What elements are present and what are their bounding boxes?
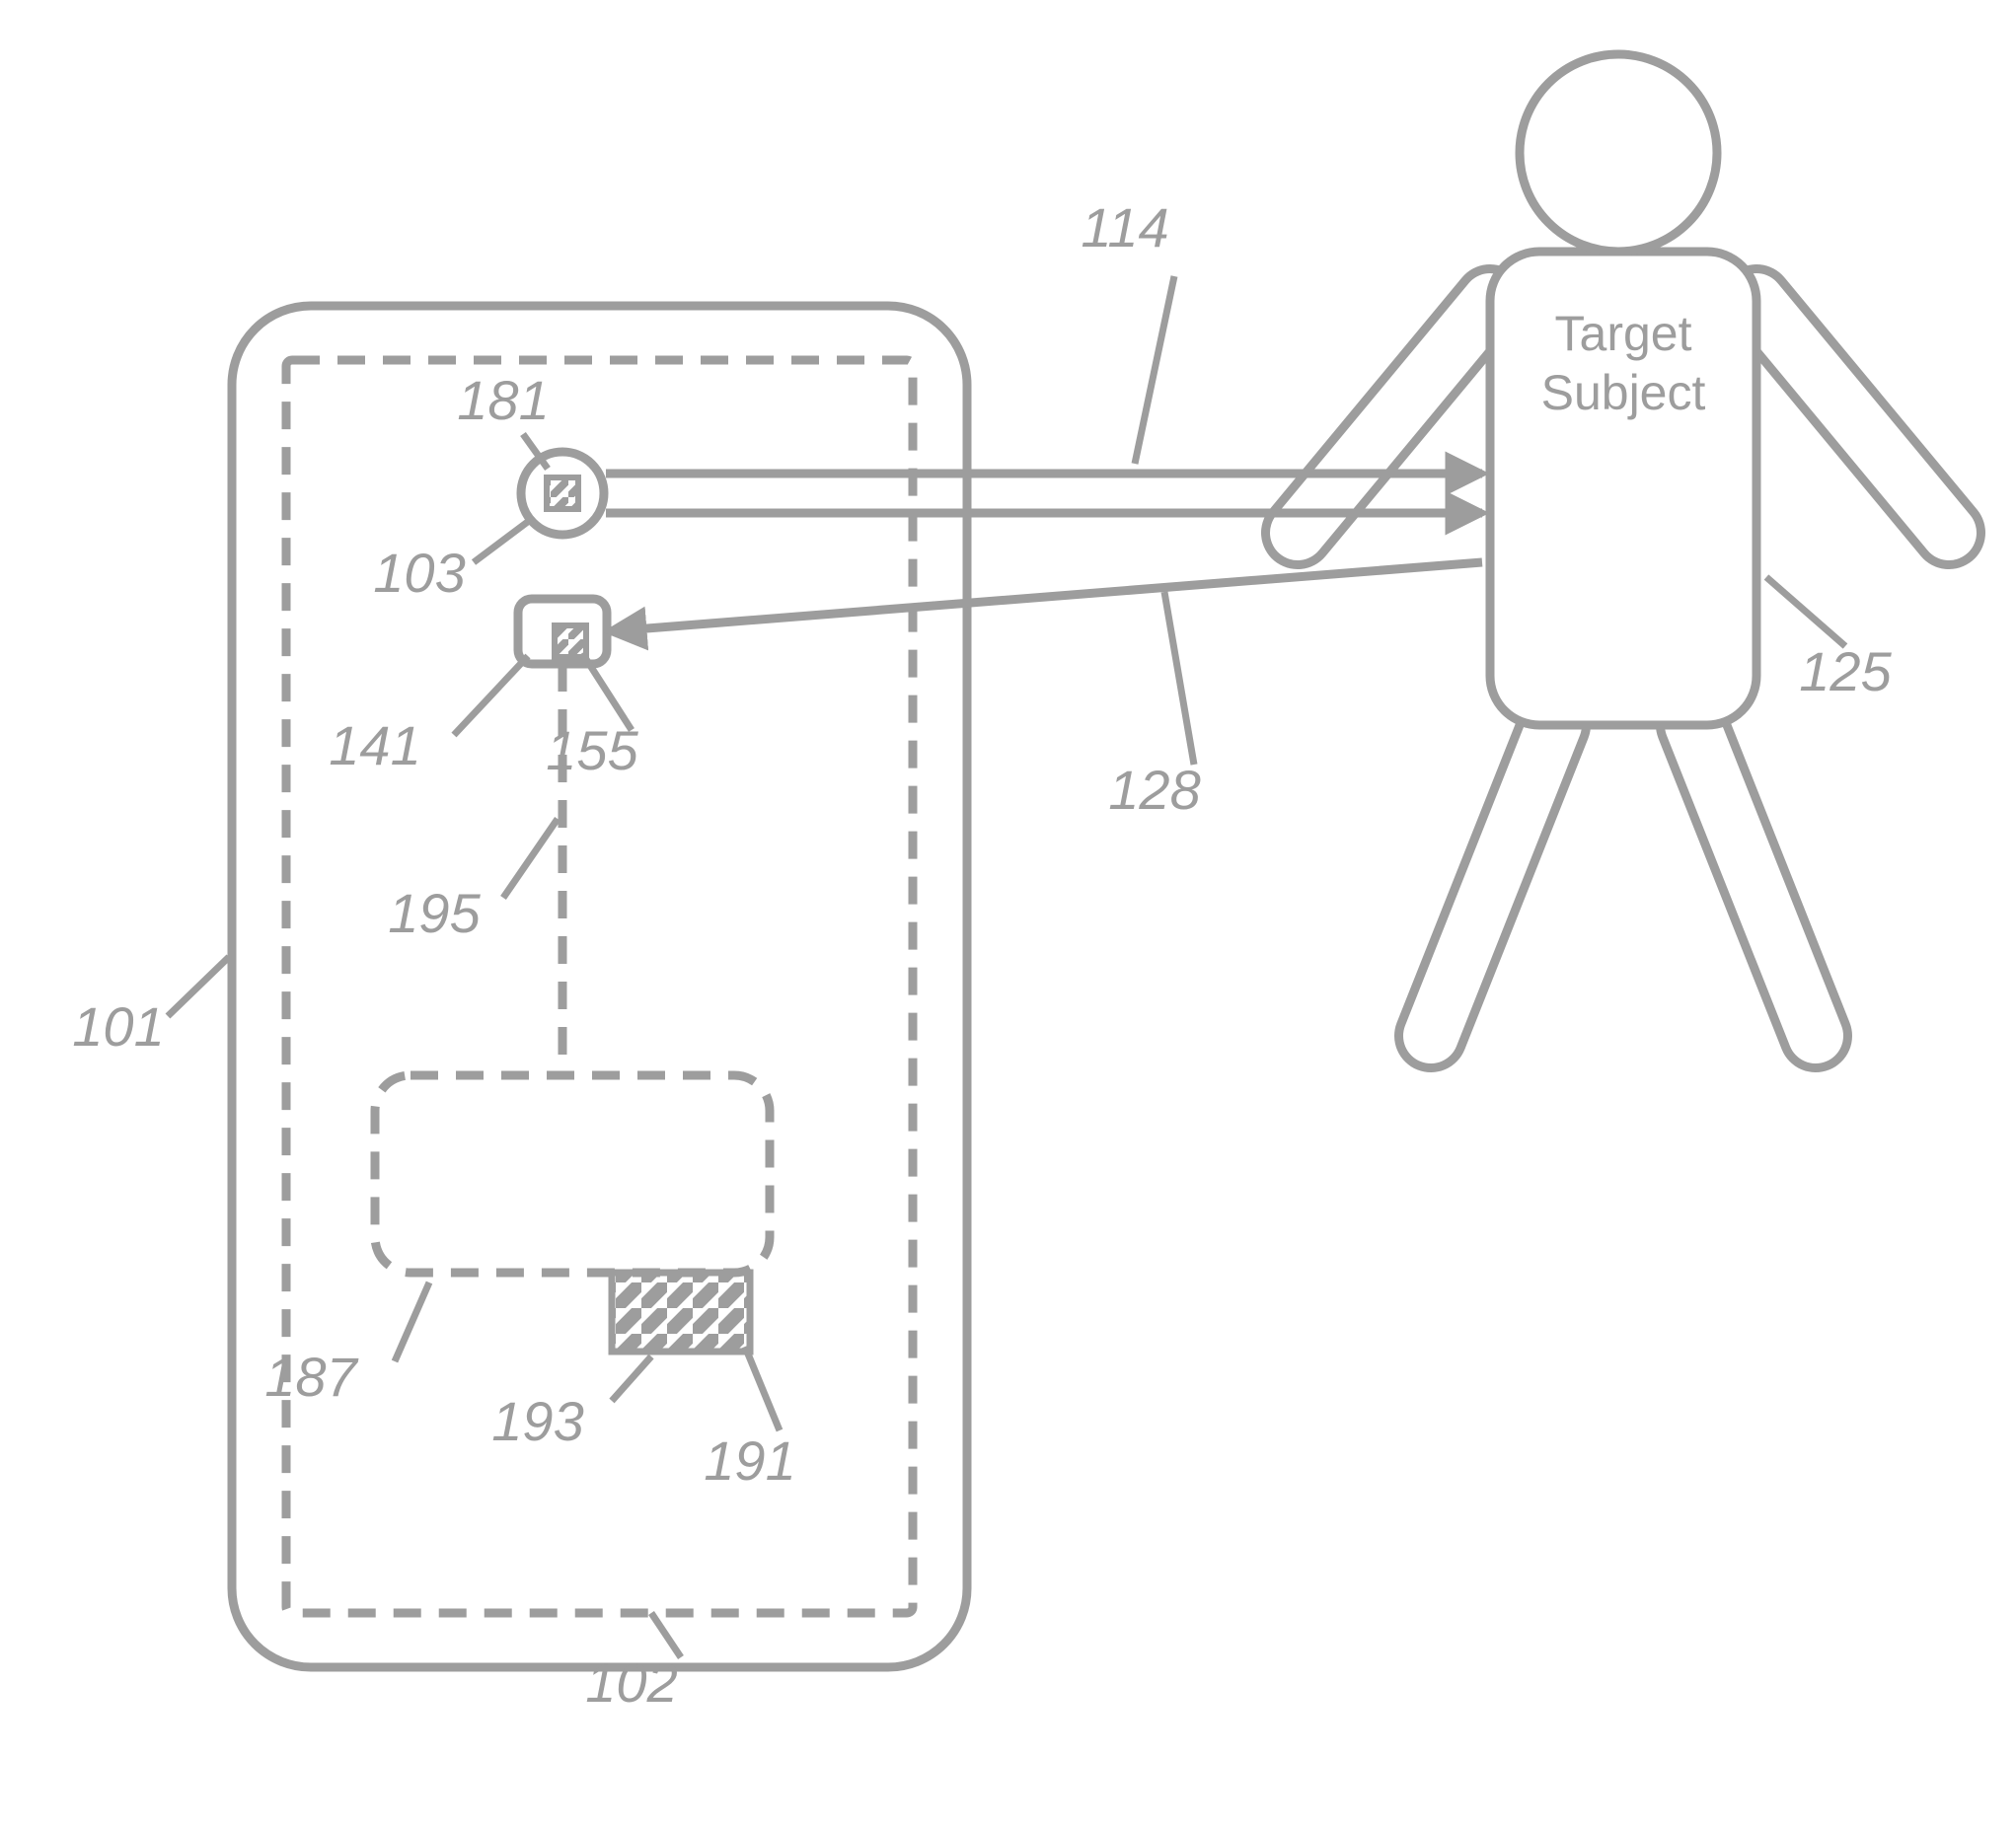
- arrow-in: [610, 562, 1482, 631]
- pointer-p187: [395, 1282, 429, 1361]
- ref-label-p155: 155: [546, 719, 638, 781]
- target-label-2: Subject: [1541, 365, 1706, 420]
- ref-label-p141: 141: [329, 714, 420, 776]
- ref-label-p114: 114: [1081, 196, 1168, 258]
- target-leg-left: [1431, 725, 1554, 1036]
- pointer-p128: [1164, 592, 1194, 765]
- ref-label-p181: 181: [457, 369, 549, 431]
- target-arm-right: [1756, 301, 1949, 533]
- pointer-p125: [1766, 577, 1845, 646]
- pointer-p191: [745, 1347, 780, 1430]
- processor-box: [375, 1075, 770, 1273]
- ref-label-p187: 187: [264, 1346, 358, 1408]
- pointer-p101: [168, 957, 229, 1016]
- pointer-p141: [454, 656, 528, 735]
- emitter-die: [547, 477, 578, 509]
- chip: [612, 1273, 750, 1352]
- pointer-p193: [612, 1356, 651, 1401]
- ref-label-p102: 102: [585, 1651, 677, 1714]
- pointer-p103: [474, 518, 533, 562]
- target-leg-right: [1692, 725, 1816, 1036]
- ref-label-p128: 128: [1108, 759, 1200, 821]
- target-head: [1520, 54, 1717, 252]
- pointer-p114: [1135, 276, 1174, 464]
- ref-label-p195: 195: [388, 882, 481, 944]
- receiver-die: [555, 625, 586, 657]
- target-arm-left: [1298, 301, 1490, 533]
- target-label-1: Target: [1555, 306, 1692, 361]
- ref-label-p191: 191: [704, 1429, 795, 1492]
- ref-label-p193: 193: [491, 1390, 583, 1452]
- ref-label-p125: 125: [1799, 640, 1892, 702]
- ref-label-p103: 103: [373, 542, 465, 604]
- pointer-p195: [503, 819, 558, 898]
- ref-label-p101: 101: [72, 995, 164, 1058]
